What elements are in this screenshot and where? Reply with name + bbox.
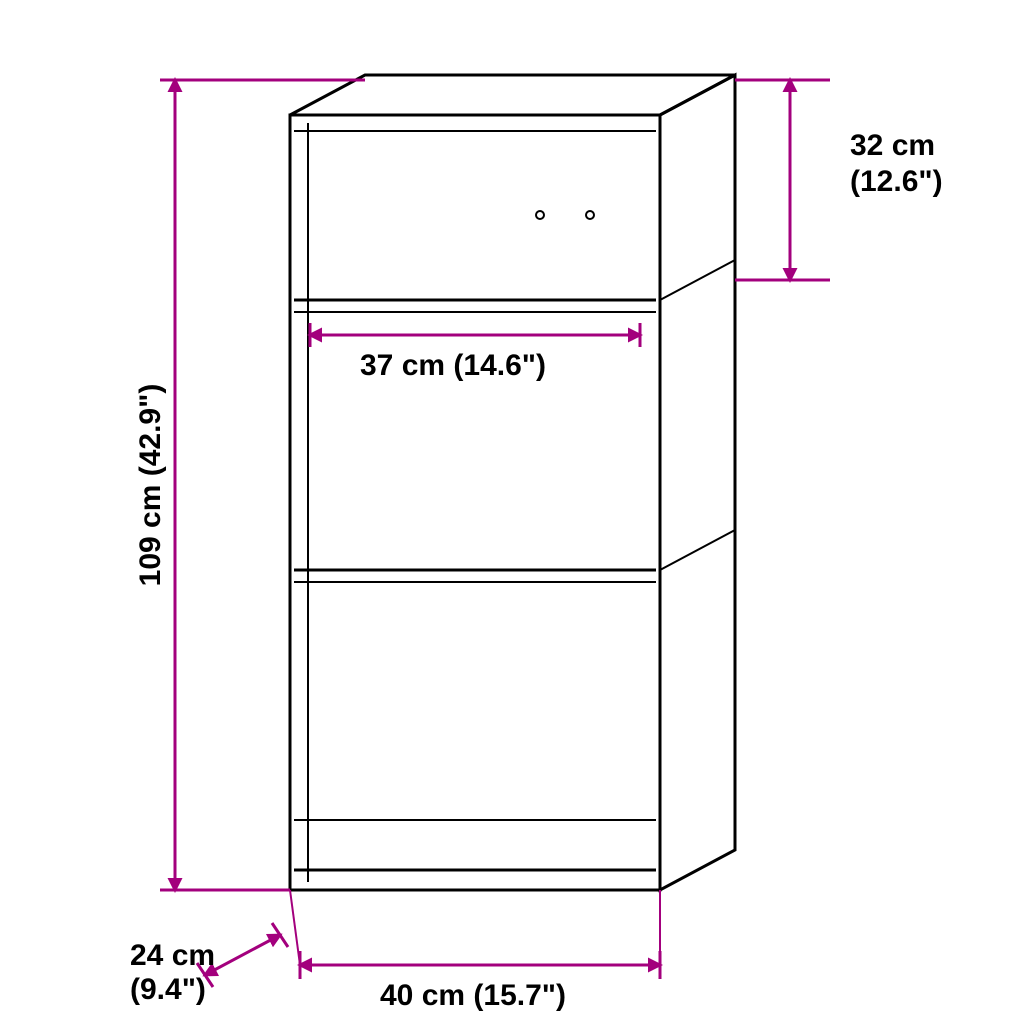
dim-shelf-height-label-2: (12.6"): [850, 165, 943, 198]
dim-width-label: 40 cm (15.7"): [380, 979, 566, 1012]
dim-height-label: 109 cm (42.9"): [134, 384, 167, 587]
dim-depth-label-2: (9.4"): [130, 973, 206, 1006]
dim-depth-label: 24 cm: [130, 939, 215, 972]
dim-shelf-height-label: 32 cm: [850, 129, 935, 162]
dim-inner-width-label: 37 cm (14.6"): [360, 349, 546, 382]
